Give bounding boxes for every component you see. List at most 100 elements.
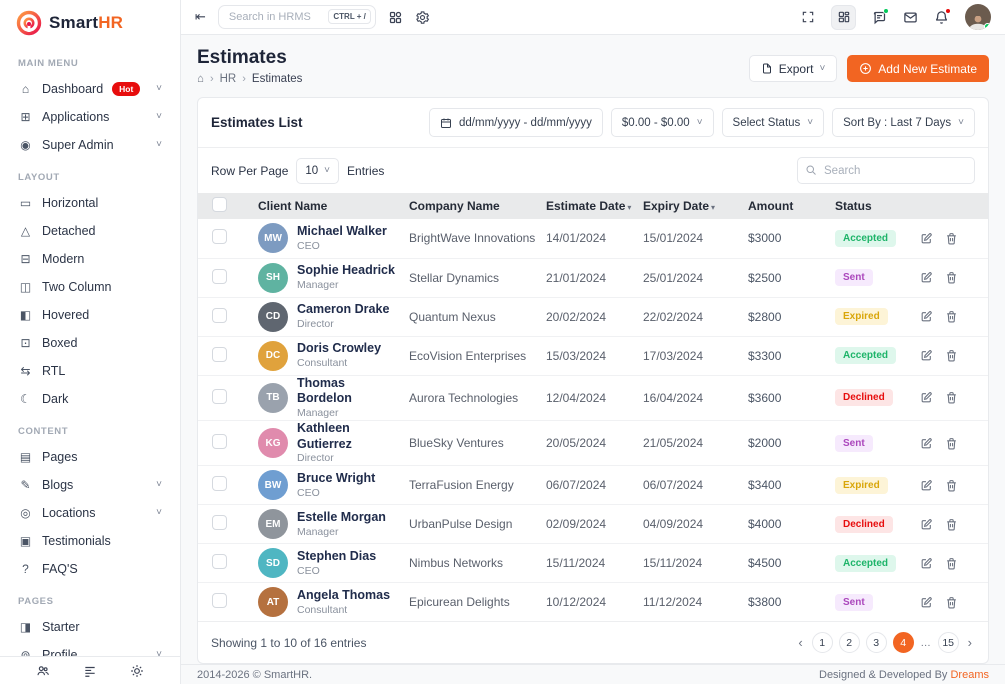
delete-button[interactable] bbox=[945, 391, 958, 404]
row-checkbox[interactable] bbox=[212, 515, 227, 531]
header-company-name[interactable]: Company Name bbox=[405, 193, 542, 219]
sidebar-item[interactable]: ▭ Horizontal bbox=[8, 189, 172, 216]
edit-button[interactable] bbox=[920, 557, 933, 570]
client-name[interactable]: Bruce Wright bbox=[297, 470, 376, 485]
settings-gear-icon[interactable] bbox=[415, 10, 430, 25]
client-role: CEO bbox=[297, 486, 320, 499]
edit-button[interactable] bbox=[920, 349, 933, 362]
client-name[interactable]: Michael Walker bbox=[297, 223, 387, 238]
sidebar-item[interactable]: ◧ Hovered bbox=[8, 301, 172, 328]
page-button[interactable]: 4 bbox=[892, 632, 914, 654]
breadcrumb-hr[interactable]: HR bbox=[219, 73, 237, 85]
notifications-bell-icon[interactable] bbox=[934, 7, 951, 25]
brightness-icon[interactable] bbox=[130, 664, 144, 678]
page-button[interactable]: … bbox=[920, 636, 931, 649]
row-checkbox[interactable] bbox=[212, 307, 227, 323]
sidebar-item[interactable]: ◨ Starter bbox=[8, 613, 172, 640]
edit-button[interactable] bbox=[920, 391, 933, 404]
users-icon[interactable] bbox=[36, 664, 50, 678]
sidebar-item[interactable]: ⊟ Modern bbox=[8, 245, 172, 272]
sidebar-item[interactable]: △ Detached bbox=[8, 217, 172, 244]
sidebar-collapse-icon[interactable]: ⇤ bbox=[195, 9, 206, 24]
list-icon[interactable] bbox=[83, 664, 97, 678]
header-estimate-date[interactable]: Estimate Date ▾ bbox=[542, 193, 639, 219]
header-client-name[interactable]: Client Name bbox=[254, 193, 405, 219]
sidebar-item[interactable]: ? FAQ'S bbox=[8, 555, 172, 582]
header-expiry-date[interactable]: Expiry Date ▾ bbox=[639, 193, 744, 219]
sidebar-item[interactable]: ▤ Pages bbox=[8, 443, 172, 470]
delete-button[interactable] bbox=[945, 310, 958, 323]
delete-button[interactable] bbox=[945, 232, 958, 245]
row-checkbox[interactable] bbox=[212, 476, 227, 492]
row-checkbox[interactable] bbox=[212, 229, 227, 245]
delete-button[interactable] bbox=[945, 518, 958, 531]
client-name[interactable]: Estelle Morgan bbox=[297, 509, 386, 524]
pagination-next[interactable]: › bbox=[967, 635, 972, 651]
delete-button[interactable] bbox=[945, 479, 958, 492]
delete-button[interactable] bbox=[945, 349, 958, 362]
section-label-pages: PAGES bbox=[18, 596, 54, 607]
row-checkbox[interactable] bbox=[212, 388, 227, 404]
delete-button[interactable] bbox=[945, 557, 958, 570]
fullscreen-icon[interactable] bbox=[801, 10, 815, 24]
status-filter[interactable]: Select Status ˅ bbox=[721, 108, 825, 137]
layout-switcher-icon[interactable] bbox=[831, 4, 856, 30]
client-name[interactable]: Doris Crowley bbox=[297, 341, 382, 356]
sidebar-item[interactable]: ◎ Locations ˅ bbox=[8, 499, 172, 526]
sidebar-item[interactable]: ◫ Two Column bbox=[8, 273, 172, 300]
table-search-input[interactable] bbox=[797, 157, 975, 184]
client-name[interactable]: Thomas Bordelon bbox=[297, 375, 352, 406]
sidebar-item[interactable]: ◉ Super Admin ˅ bbox=[8, 131, 172, 158]
edit-button[interactable] bbox=[920, 232, 933, 245]
sidebar-item[interactable]: ⊞ Applications ˅ bbox=[8, 103, 172, 130]
edit-button[interactable] bbox=[920, 479, 933, 492]
client-name[interactable]: Sophie Headrick bbox=[297, 263, 395, 278]
user-avatar[interactable] bbox=[965, 4, 991, 30]
edit-button[interactable] bbox=[920, 596, 933, 609]
sort-by-filter[interactable]: Sort By : Last 7 Days ˅ bbox=[832, 108, 975, 137]
row-checkbox[interactable] bbox=[212, 593, 227, 609]
sidebar-item[interactable]: ⇆ RTL bbox=[8, 357, 172, 384]
sidebar-item[interactable]: ▣ Testimonials bbox=[8, 527, 172, 554]
edit-button[interactable] bbox=[920, 518, 933, 531]
delete-button[interactable] bbox=[945, 596, 958, 609]
page-button[interactable]: 3 bbox=[865, 632, 887, 654]
row-checkbox[interactable] bbox=[212, 554, 227, 570]
header-status[interactable]: Status bbox=[831, 193, 916, 219]
client-name[interactable]: Stephen Dias bbox=[297, 548, 377, 563]
delete-button[interactable] bbox=[945, 271, 958, 284]
sidebar-item[interactable]: ⌂ Dashboard Hot ˅ bbox=[8, 75, 172, 102]
amount-filter[interactable]: $0.00 - $0.00 ˅ bbox=[610, 108, 714, 137]
edit-button[interactable] bbox=[920, 437, 933, 450]
row-checkbox[interactable] bbox=[212, 434, 227, 450]
page-button[interactable]: 1 bbox=[811, 632, 833, 654]
select-all-checkbox[interactable] bbox=[212, 197, 227, 212]
dreams-link[interactable]: Dreams bbox=[950, 668, 989, 681]
client-name[interactable]: Cameron Drake bbox=[297, 302, 390, 317]
pagination-prev[interactable]: ‹ bbox=[798, 635, 803, 651]
delete-button[interactable] bbox=[945, 437, 958, 450]
sidebar-item[interactable]: ☾ Dark bbox=[8, 385, 172, 412]
mail-icon[interactable] bbox=[903, 10, 918, 25]
home-icon[interactable]: ⌂ bbox=[197, 73, 204, 85]
row-checkbox[interactable] bbox=[212, 268, 227, 284]
apps-grid-icon[interactable] bbox=[388, 10, 403, 25]
add-new-estimate-button[interactable]: Add New Estimate bbox=[847, 55, 989, 82]
edit-button[interactable] bbox=[920, 310, 933, 323]
header-amount[interactable]: Amount bbox=[744, 193, 831, 219]
sidebar-item[interactable]: ⊡ Boxed bbox=[8, 329, 172, 356]
row-checkbox[interactable] bbox=[212, 346, 227, 362]
edit-button[interactable] bbox=[920, 271, 933, 284]
client-name[interactable]: Kathleen Gutierrez bbox=[297, 420, 352, 451]
brand-logo[interactable]: SmartHR bbox=[0, 0, 180, 45]
date-range-filter[interactable]: dd/mm/yyyy - dd/mm/yyyy bbox=[429, 108, 603, 137]
sidebar-item[interactable]: ✎ Blogs ˅ bbox=[8, 471, 172, 498]
export-button[interactable]: Export ˅ bbox=[748, 55, 838, 82]
messages-icon[interactable] bbox=[872, 7, 889, 25]
client-name[interactable]: Angela Thomas bbox=[297, 587, 391, 602]
trash-icon bbox=[947, 518, 956, 531]
page-button[interactable]: 2 bbox=[838, 632, 860, 654]
sidebar-item[interactable]: ⊚ Profile ˅ bbox=[8, 641, 172, 657]
row-per-page-select[interactable]: 10 ˅ bbox=[296, 157, 340, 184]
page-button[interactable]: 15 bbox=[937, 632, 959, 654]
